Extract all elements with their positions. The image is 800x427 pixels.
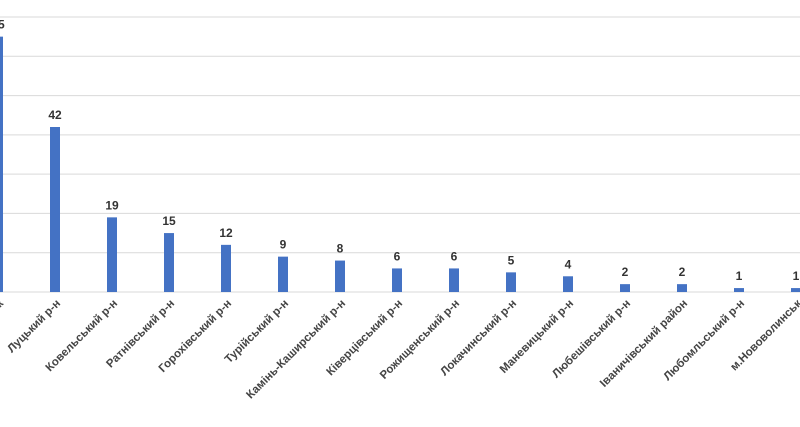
bar	[506, 272, 516, 292]
bar	[164, 233, 174, 292]
bar	[107, 217, 117, 292]
bar	[0, 36, 3, 293]
bar	[335, 260, 345, 292]
value-label: 6	[394, 249, 401, 263]
bar	[791, 288, 800, 292]
value-label: 4	[565, 257, 572, 271]
value-label: 9	[280, 238, 287, 252]
bar	[734, 288, 744, 292]
x-tick-label: Луцький р-н	[5, 298, 63, 356]
bar	[50, 127, 60, 292]
x-tick-label: Камінь-Каширський р-н	[244, 298, 348, 402]
value-label: 6	[451, 249, 458, 263]
value-label: 15	[162, 214, 176, 228]
value-label: 2	[622, 265, 629, 279]
value-label: 2	[679, 265, 686, 279]
value-label: 42	[48, 108, 62, 122]
value-label: 8	[337, 242, 344, 256]
bar	[221, 244, 231, 292]
bar	[449, 268, 459, 292]
value-label: 5	[508, 253, 515, 267]
bar	[392, 268, 402, 292]
value-label: 12	[219, 226, 233, 240]
bar	[677, 284, 687, 292]
x-tick-label: м.Луцьк	[0, 297, 6, 338]
value-label: 1	[793, 269, 800, 283]
bar	[620, 284, 630, 292]
bar	[563, 276, 573, 292]
value-label: 65	[0, 18, 5, 32]
value-label: 1	[736, 269, 743, 283]
bar	[278, 256, 288, 292]
value-label: 19	[105, 198, 119, 212]
